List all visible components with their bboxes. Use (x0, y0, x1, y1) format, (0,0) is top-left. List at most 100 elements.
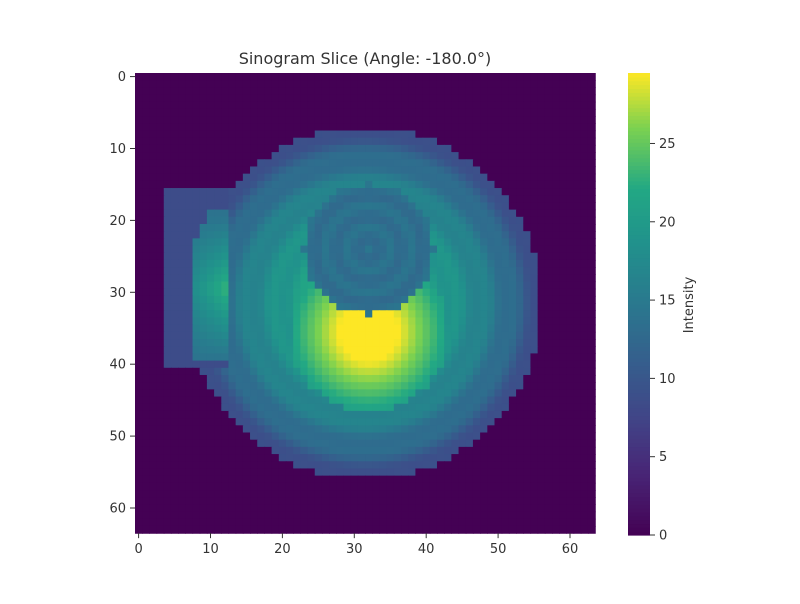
heatmap-cell (257, 339, 266, 347)
heatmap-cell (523, 202, 532, 211)
heatmap-cell (480, 274, 488, 283)
heatmap-cell (487, 367, 496, 376)
heatmap-cell (537, 468, 546, 477)
heatmap-cell (163, 490, 172, 498)
heatmap-cell (206, 317, 215, 326)
heatmap-cell (142, 367, 150, 376)
heatmap-cell (199, 281, 208, 290)
heatmap-cell (336, 475, 345, 484)
heatmap-cell (300, 389, 309, 398)
heatmap-cell (480, 525, 488, 534)
heatmap-cell (408, 303, 417, 311)
heatmap-cell (214, 87, 222, 96)
heatmap-cell (458, 231, 467, 239)
heatmap-cell (271, 259, 280, 268)
heatmap-cell (587, 482, 596, 491)
heatmap-cell (178, 288, 186, 297)
heatmap-cell (422, 202, 431, 211)
heatmap-cell (228, 202, 237, 211)
heatmap-cell (379, 389, 388, 398)
heatmap-cell (314, 396, 323, 405)
heatmap-cell (163, 108, 172, 117)
heatmap-cell (257, 317, 266, 326)
heatmap-cell (537, 432, 546, 441)
heatmap-cell (350, 382, 359, 390)
heatmap-cell (221, 223, 230, 232)
heatmap-cell (580, 374, 589, 383)
heatmap-cell (559, 216, 567, 225)
heatmap-cell (566, 202, 575, 211)
heatmap-cell (336, 396, 345, 405)
heatmap-cell (135, 317, 143, 326)
heatmap-cell (408, 432, 417, 441)
heatmap-cell (206, 504, 215, 513)
heatmap-cell (552, 195, 560, 204)
heatmap-cell (235, 511, 244, 520)
heatmap-cell (235, 331, 244, 340)
heatmap-cell (329, 360, 337, 369)
heatmap-cell (307, 231, 316, 239)
heatmap-cell (293, 166, 301, 175)
heatmap-cell (401, 123, 409, 132)
heatmap-cell (228, 209, 237, 218)
heatmap-cell (379, 504, 388, 513)
heatmap-cell (472, 360, 481, 369)
heatmap-cell (350, 180, 359, 189)
heatmap-cell (487, 101, 496, 110)
heatmap-cell (537, 137, 546, 146)
heatmap-cell (379, 303, 388, 311)
heatmap-cell (321, 137, 330, 146)
heatmap-cell (300, 331, 309, 340)
colorbar-segment (628, 257, 650, 263)
heatmap-cell (329, 490, 337, 498)
heatmap-cell (422, 101, 431, 110)
heatmap-cell (285, 137, 294, 146)
heatmap-cell (307, 303, 316, 311)
heatmap-cell (221, 396, 230, 405)
heatmap-cell (480, 353, 488, 362)
heatmap-cell (372, 418, 381, 426)
heatmap-cell (480, 518, 488, 527)
heatmap-cell (250, 367, 258, 376)
heatmap-cell (221, 310, 230, 319)
heatmap-cell (278, 475, 287, 484)
heatmap-cell (487, 144, 496, 153)
heatmap-cell (149, 490, 158, 498)
heatmap-cell (250, 94, 258, 103)
heatmap-cell (271, 317, 280, 326)
heatmap-cell (300, 216, 309, 225)
heatmap-cell (552, 216, 560, 225)
heatmap-cell (444, 87, 452, 96)
heatmap-cell (422, 288, 431, 297)
heatmap-cell (170, 281, 179, 290)
heatmap-cell (293, 202, 301, 211)
heatmap-cell (386, 360, 395, 369)
heatmap-cell (472, 80, 481, 88)
heatmap-cell (314, 374, 323, 383)
colorbar-segment (628, 88, 650, 93)
heatmap-cell (185, 173, 194, 182)
heatmap-cell (429, 94, 438, 103)
heatmap-cell (587, 180, 596, 189)
heatmap-cell (156, 504, 165, 513)
heatmap-cell (271, 389, 280, 398)
heatmap-cell (156, 374, 165, 383)
heatmap-cell (350, 152, 359, 160)
heatmap-cell (250, 418, 258, 426)
heatmap-cell (487, 461, 496, 470)
heatmap-cell (329, 87, 337, 96)
heatmap-cell (307, 101, 316, 110)
heatmap-cell (436, 353, 445, 362)
heatmap-cell (278, 173, 287, 182)
heatmap-cell (537, 490, 546, 498)
heatmap-cell (170, 360, 179, 369)
heatmap-cell (422, 374, 431, 383)
heatmap-cell (235, 94, 244, 103)
heatmap-cell (372, 367, 381, 376)
heatmap-cell (494, 137, 503, 146)
heatmap-cell (436, 101, 445, 110)
heatmap-cell (480, 252, 488, 261)
heatmap-cell (214, 446, 222, 455)
heatmap-cell (566, 410, 575, 419)
heatmap-cell (228, 303, 237, 311)
